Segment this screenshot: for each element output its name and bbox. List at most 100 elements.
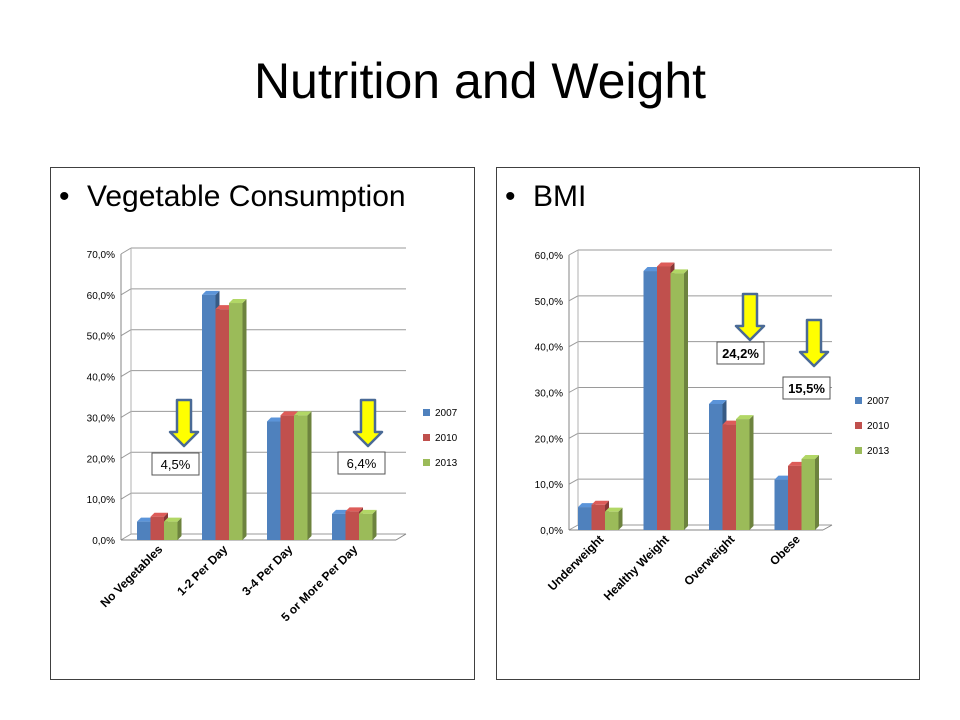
page-title: Nutrition and Weight <box>253 53 707 109</box>
highlight-arrow <box>352 398 384 448</box>
y-tick-label: 10,0% <box>535 480 563 491</box>
y-tick-label: 10,0% <box>87 495 115 506</box>
bar-front <box>774 479 788 530</box>
bar-front <box>150 516 164 540</box>
floor-edge <box>395 533 407 541</box>
bullet-label: BMI <box>533 180 587 213</box>
gridline-depth <box>120 492 132 500</box>
bar-top <box>267 417 285 422</box>
legend-label: 2007 <box>435 408 458 419</box>
y-tick-label: 60,0% <box>535 251 563 262</box>
bar-top <box>332 509 350 514</box>
gridline-depth <box>568 249 579 256</box>
vegetable-consumption-chart: 0,0% 10,0% 20,0% 30,0% 40,0% 50,0% 60,0% 70,0% N… <box>87 247 458 624</box>
bullet-item: • Vegetable Consumption <box>59 180 406 214</box>
bar-side <box>372 509 377 540</box>
legend-label: 2007 <box>867 396 890 407</box>
gridline-depth <box>568 341 579 348</box>
bar-top <box>280 411 298 416</box>
bar-front <box>670 273 684 530</box>
highlight-arrow <box>168 398 200 448</box>
bar-front <box>788 465 802 530</box>
bar-front <box>267 421 281 540</box>
annotation-label: 4,5% <box>161 457 191 472</box>
bars <box>578 262 819 530</box>
gridline-depth <box>568 478 579 485</box>
y-tick-label: 20,0% <box>535 434 563 445</box>
bullet-dot: • <box>505 180 516 213</box>
bar <box>736 415 754 530</box>
gridline-depth <box>568 387 579 393</box>
y-tick-label: 50,0% <box>535 297 563 308</box>
y-tick-label: 20,0% <box>87 454 115 465</box>
bar-front <box>709 403 723 530</box>
down-arrow-icon <box>798 318 830 368</box>
bmi-panel: • BMI 0,0% 10,0% 20,0% 30,0% 40,0% 50,0% 60,0% U… <box>496 167 920 680</box>
annotation-box <box>151 452 200 476</box>
bar-front <box>280 415 294 540</box>
bar-top <box>788 461 806 466</box>
gridline-depth <box>568 295 579 302</box>
y-tick-label: 0,0% <box>92 536 115 547</box>
bar-front <box>345 511 359 540</box>
down-arrow-icon <box>352 398 384 448</box>
bar-top <box>164 517 182 522</box>
gridline-depth <box>120 410 132 418</box>
bar-front <box>605 511 619 530</box>
bar-top <box>801 454 819 459</box>
bar-front <box>332 513 346 540</box>
bullet-item: • BMI <box>505 180 586 214</box>
annotation-label: 15,5% <box>788 381 825 396</box>
x-category-label: 3-4 Per Day <box>239 542 295 598</box>
bar-front <box>657 266 671 530</box>
bar-front <box>215 309 229 540</box>
bar-side <box>307 411 312 540</box>
y-tick-label: 40,0% <box>535 343 563 354</box>
gridline-depth <box>568 432 579 439</box>
bar <box>801 454 819 530</box>
gridline-depth <box>120 329 132 337</box>
y-tick-label: 30,0% <box>535 389 563 400</box>
bar <box>359 509 377 540</box>
bar-top <box>202 290 220 295</box>
bar-top <box>670 269 688 274</box>
bullet-label: Vegetable Consumption <box>87 180 406 213</box>
bar-side <box>177 517 182 540</box>
bar-front <box>294 415 308 540</box>
bar-top <box>294 411 312 416</box>
legend-swatch <box>423 434 430 441</box>
bar-top <box>137 517 155 522</box>
bar <box>605 507 623 530</box>
bar-front <box>137 521 151 540</box>
y-tick-label: 0,0% <box>540 526 563 537</box>
bar-front <box>643 271 657 530</box>
bar-top <box>722 420 740 425</box>
bmi-chart: 0,0% 10,0% 20,0% 30,0% 40,0% 50,0% 60,0% Underw… <box>535 249 890 603</box>
vegetable-consumption-panel: • Vegetable Consumption 0,0% 10,0% 20,0% 30,… <box>50 167 475 680</box>
gridline-depth <box>120 451 132 459</box>
annotation-box <box>782 376 831 400</box>
x-category-label: Underweight <box>545 532 606 593</box>
annotation-box <box>716 341 765 365</box>
x-category-label: Overweight <box>681 532 737 588</box>
legend-swatch <box>423 409 430 416</box>
bars <box>137 290 377 540</box>
y-tick-label: 70,0% <box>87 250 115 261</box>
bar-front <box>801 458 815 530</box>
down-arrow-icon <box>168 398 200 448</box>
bar-top <box>591 500 609 505</box>
bar-front <box>229 303 243 540</box>
y-tick-label: 60,0% <box>87 291 115 302</box>
legend-swatch <box>855 447 862 454</box>
y-tick-label: 30,0% <box>87 413 115 424</box>
bar-front <box>736 419 750 530</box>
bar-front <box>359 513 373 540</box>
legend-swatch <box>855 422 862 429</box>
bar-front <box>591 504 605 530</box>
legend: 2007 2010 2013 <box>423 408 458 469</box>
x-category-label: No Vegetables <box>97 542 165 610</box>
bar-top <box>345 507 363 512</box>
x-category-label: 1-2 Per Day <box>174 542 230 598</box>
highlight-arrow <box>798 318 830 368</box>
legend: 2007 2010 2013 <box>855 396 890 457</box>
